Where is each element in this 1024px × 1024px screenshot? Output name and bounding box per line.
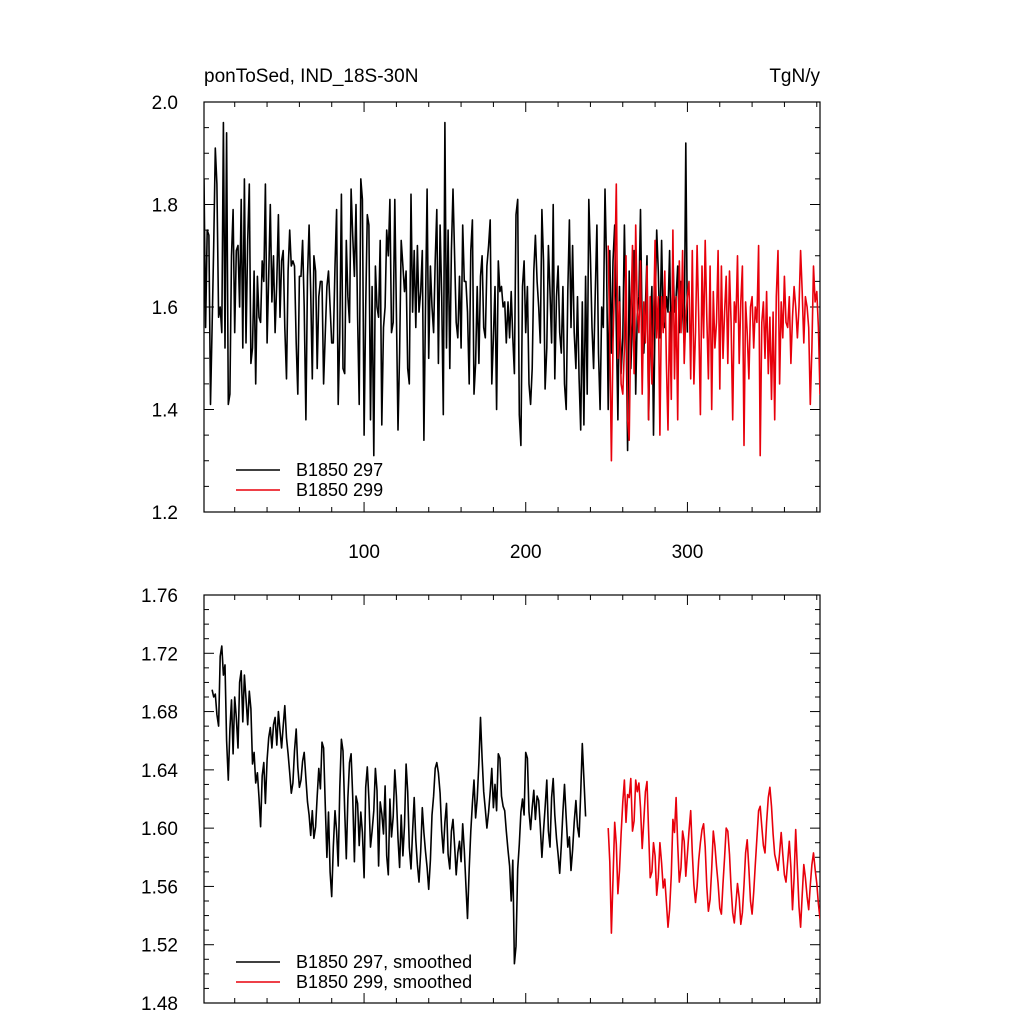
chart1-ytick-label: 1.2 <box>152 503 178 524</box>
chart2-plot-frame <box>203 594 821 1004</box>
chart1-xtick-label: 200 <box>510 542 542 563</box>
chart2-ytick-label: 1.64 <box>141 761 178 782</box>
chart2-legend-label-1: B1850 297, smoothed <box>296 952 472 972</box>
chart1-series-line-2 <box>607 183 820 462</box>
chart1-legend-label-1: B1850 297 <box>296 460 383 480</box>
chart1-xtick-label: 100 <box>348 542 380 563</box>
chart2-ytick-label: 1.56 <box>141 877 178 898</box>
chart2-ytick-label: 1.60 <box>141 819 178 840</box>
chart2-ytick-label: 1.52 <box>141 936 178 957</box>
chart1-ytick-label: 2.0 <box>152 93 178 114</box>
chart2-series-line-2 <box>607 777 820 934</box>
chart1-xtick-label: 300 <box>672 542 704 563</box>
chart2-ytick-label: 1.72 <box>141 644 178 665</box>
chart2-ytick-label: 1.48 <box>141 994 178 1015</box>
top-chart-units: TgN/y <box>769 66 820 87</box>
chart1-ytick-label: 1.8 <box>152 196 178 217</box>
chart2-legend-label-2: B1850 299, smoothed <box>296 972 472 992</box>
top-chart-title: ponToSed, IND_18S-30N <box>204 66 418 87</box>
chart1-legend-label-2: B1850 299 <box>296 480 383 500</box>
chart1-ytick-label: 1.6 <box>152 298 178 319</box>
bottom-chart-panel: 1.48 1.52 1.56 1.60 1.64 1.68 1.72 1.76 B1850 29… <box>141 586 821 1015</box>
chart2-ytick-label: 1.76 <box>141 586 178 607</box>
chart1-ytick-label: 1.4 <box>152 401 179 422</box>
chart2-ytick-label: 1.68 <box>141 703 178 724</box>
chart2-series-line-1 <box>211 645 587 965</box>
chart1-series-line-1 <box>204 121 689 457</box>
